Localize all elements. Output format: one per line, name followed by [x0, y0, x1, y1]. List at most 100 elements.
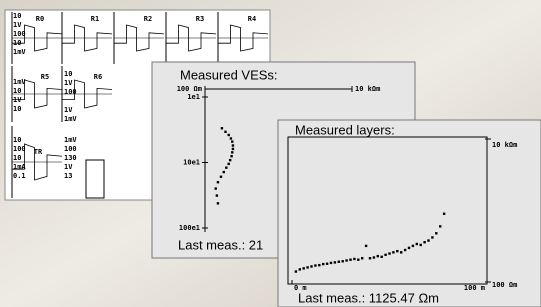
- scale-label: 13: [64, 172, 72, 180]
- data-point: [217, 202, 219, 204]
- channel-label: R0: [36, 15, 44, 23]
- scale-label: 1V: [64, 106, 73, 114]
- scale-label: 1mA: [13, 163, 26, 171]
- y-tick-label: 10e1: [183, 159, 200, 167]
- data-point: [361, 257, 363, 259]
- data-point: [227, 163, 229, 165]
- panel-title: Measured layers:: [295, 122, 395, 137]
- channel-label: R2: [144, 15, 152, 23]
- data-point: [342, 260, 344, 262]
- data-point: [230, 137, 232, 139]
- data-point: [427, 239, 429, 241]
- scale-label: 100: [64, 88, 77, 96]
- channel-label: TR: [34, 148, 43, 156]
- scale-label: 100: [64, 145, 77, 153]
- data-point: [435, 232, 437, 234]
- panel-title: Measured VESs:: [180, 67, 278, 82]
- data-point: [443, 213, 445, 215]
- scale-label: 1mV: [13, 78, 26, 86]
- panel-footer: Last meas.: 21: [178, 237, 263, 252]
- data-point: [369, 257, 371, 259]
- scale-label: 100: [13, 30, 26, 38]
- layers-panel: Measured layers: Last meas.: 1125.47 Ωm …: [278, 120, 541, 307]
- scale-label: 1V: [64, 79, 73, 87]
- channel-label: R4: [248, 15, 256, 23]
- data-point: [423, 241, 425, 243]
- x-tick-label: 100 Ωm: [177, 85, 202, 93]
- data-point: [326, 263, 328, 265]
- scale-label: 10: [13, 39, 21, 47]
- scale-label: 10: [13, 87, 21, 95]
- y-tick-label: 10 kΩm: [492, 141, 517, 149]
- data-point: [416, 243, 418, 245]
- scale-label: 10: [13, 154, 21, 162]
- data-point: [231, 140, 233, 142]
- y-tick-label: 100e1: [179, 224, 200, 232]
- data-point: [314, 264, 316, 266]
- scale-label: 130: [64, 154, 77, 162]
- data-point: [349, 259, 351, 261]
- data-point: [306, 266, 308, 268]
- y-tick-label: 100 Ωm: [492, 281, 517, 289]
- data-point: [384, 254, 386, 256]
- data-point: [230, 155, 232, 157]
- scale-label: 1mV: [64, 115, 77, 123]
- y-tick-label: 1e1: [187, 93, 200, 101]
- x-tick-label: 10 kΩm: [355, 85, 380, 93]
- data-point: [400, 251, 402, 253]
- x-tick-label: 0 m: [294, 284, 307, 292]
- data-point: [224, 131, 226, 133]
- data-point: [310, 265, 312, 267]
- data-point: [318, 264, 320, 266]
- x-tick-label: 100 m: [464, 284, 485, 292]
- channel-label: R3: [196, 15, 204, 23]
- data-point: [232, 144, 234, 146]
- channel-label: R6: [94, 73, 102, 81]
- data-point: [381, 256, 383, 258]
- data-point: [357, 259, 359, 261]
- data-point: [215, 187, 217, 189]
- data-point: [420, 244, 422, 246]
- data-point: [221, 127, 223, 129]
- panel-footer: Last meas.: 1125.47 Ωm: [298, 290, 439, 305]
- data-point: [338, 261, 340, 263]
- screen: R0R1R2R3R4R5R6TR101V100101mV1mV101V10101…: [0, 0, 541, 307]
- scale-label: 10: [64, 70, 72, 78]
- scale-label: 0.1: [13, 172, 26, 180]
- data-point: [299, 268, 301, 270]
- data-point: [353, 258, 355, 260]
- data-point: [229, 159, 231, 161]
- data-point: [377, 255, 379, 257]
- scale-label: 10: [13, 105, 21, 113]
- data-point: [225, 166, 227, 168]
- data-point: [220, 176, 222, 178]
- data-point: [412, 245, 414, 247]
- data-point: [232, 148, 234, 150]
- data-point: [345, 259, 347, 261]
- data-point: [231, 151, 233, 153]
- data-point: [227, 134, 229, 136]
- channel-label: R5: [41, 73, 49, 81]
- data-point: [373, 256, 375, 258]
- data-point: [396, 250, 398, 252]
- data-point: [365, 245, 367, 247]
- scale-label: 100: [13, 145, 26, 153]
- data-point: [330, 262, 332, 264]
- data-point: [303, 267, 305, 269]
- data-point: [216, 194, 218, 196]
- scale-label: 10: [13, 136, 21, 144]
- scale-label: 1V: [13, 96, 22, 104]
- data-point: [334, 261, 336, 263]
- data-point: [404, 249, 406, 251]
- scale-label: 10: [13, 12, 21, 20]
- scale-label: 1mV: [13, 48, 26, 56]
- scale-label: 1V: [13, 21, 22, 29]
- data-point: [439, 225, 441, 227]
- data-point: [322, 263, 324, 265]
- scale-label: 1V: [64, 163, 73, 171]
- scale-label: 1mV: [64, 136, 77, 144]
- channel-label: R1: [91, 15, 99, 23]
- data-point: [392, 251, 394, 253]
- page: R0R1R2R3R4R5R6TR101V100101mV1mV101V10101…: [0, 0, 541, 307]
- data-point: [408, 247, 410, 249]
